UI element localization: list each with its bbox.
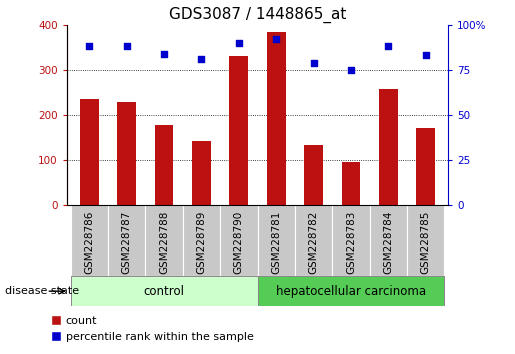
Bar — [304, 145, 323, 205]
Bar — [379, 89, 398, 205]
Text: GSM228784: GSM228784 — [383, 211, 393, 274]
Bar — [295, 205, 332, 276]
Bar — [267, 33, 285, 205]
Point — [85, 44, 94, 49]
Point — [123, 44, 131, 49]
Text: GSM228790: GSM228790 — [234, 211, 244, 274]
Text: disease state: disease state — [5, 286, 79, 296]
Bar — [80, 99, 99, 205]
Text: GSM228781: GSM228781 — [271, 211, 281, 274]
Title: GDS3087 / 1448865_at: GDS3087 / 1448865_at — [169, 7, 346, 23]
Point — [197, 56, 205, 62]
Point — [310, 60, 318, 65]
Point — [160, 51, 168, 57]
Legend: count, percentile rank within the sample: count, percentile rank within the sample — [47, 312, 258, 346]
Bar — [117, 102, 136, 205]
Point — [384, 44, 392, 49]
Point — [272, 36, 280, 42]
Bar — [341, 162, 360, 205]
Bar — [416, 128, 435, 205]
Bar — [370, 205, 407, 276]
Bar — [258, 205, 295, 276]
Bar — [183, 205, 220, 276]
Bar — [71, 205, 108, 276]
Point — [421, 53, 430, 58]
Point — [235, 40, 243, 46]
Bar — [258, 276, 444, 306]
Text: GSM228789: GSM228789 — [196, 211, 207, 274]
Bar — [192, 141, 211, 205]
Text: GSM228788: GSM228788 — [159, 211, 169, 274]
Text: GSM228786: GSM228786 — [84, 211, 94, 274]
Bar — [154, 125, 174, 205]
Bar — [407, 205, 444, 276]
Text: GSM228782: GSM228782 — [308, 211, 319, 274]
Text: hepatocellular carcinoma: hepatocellular carcinoma — [276, 285, 426, 298]
Point — [347, 67, 355, 73]
Text: control: control — [144, 285, 184, 298]
Bar — [71, 276, 258, 306]
Text: GSM228783: GSM228783 — [346, 211, 356, 274]
Text: GSM228787: GSM228787 — [122, 211, 132, 274]
Bar — [145, 205, 183, 276]
Bar — [332, 205, 370, 276]
Bar — [230, 56, 248, 205]
Bar — [108, 205, 145, 276]
Text: GSM228785: GSM228785 — [421, 211, 431, 274]
Bar — [220, 205, 258, 276]
